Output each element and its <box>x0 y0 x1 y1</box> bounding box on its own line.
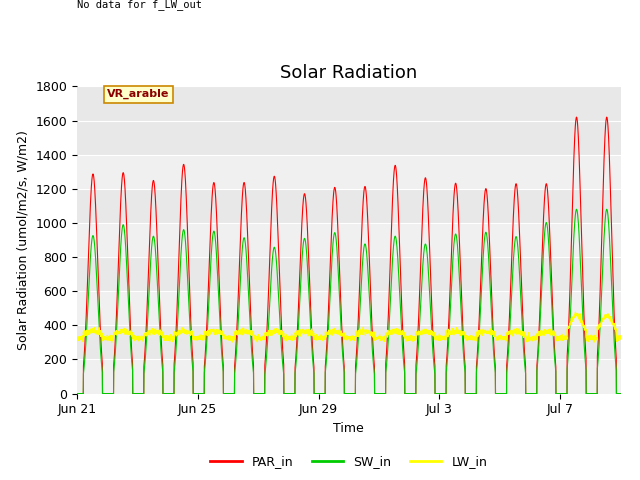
Bar <box>77 257 621 291</box>
Bar <box>77 86 621 155</box>
X-axis label: Time: Time <box>333 422 364 435</box>
Bar <box>77 325 621 360</box>
Text: No data for f_PAR_out
No data for f_SW_out
No data for f_LW_out: No data for f_PAR_out No data for f_SW_o… <box>77 0 208 10</box>
Title: Solar Radiation: Solar Radiation <box>280 64 417 82</box>
Y-axis label: Solar Radiation (umol/m2/s, W/m2): Solar Radiation (umol/m2/s, W/m2) <box>17 130 29 350</box>
Bar <box>77 189 621 223</box>
Legend: PAR_in, SW_in, LW_in: PAR_in, SW_in, LW_in <box>205 450 492 473</box>
Text: VR_arable: VR_arable <box>108 89 170 99</box>
